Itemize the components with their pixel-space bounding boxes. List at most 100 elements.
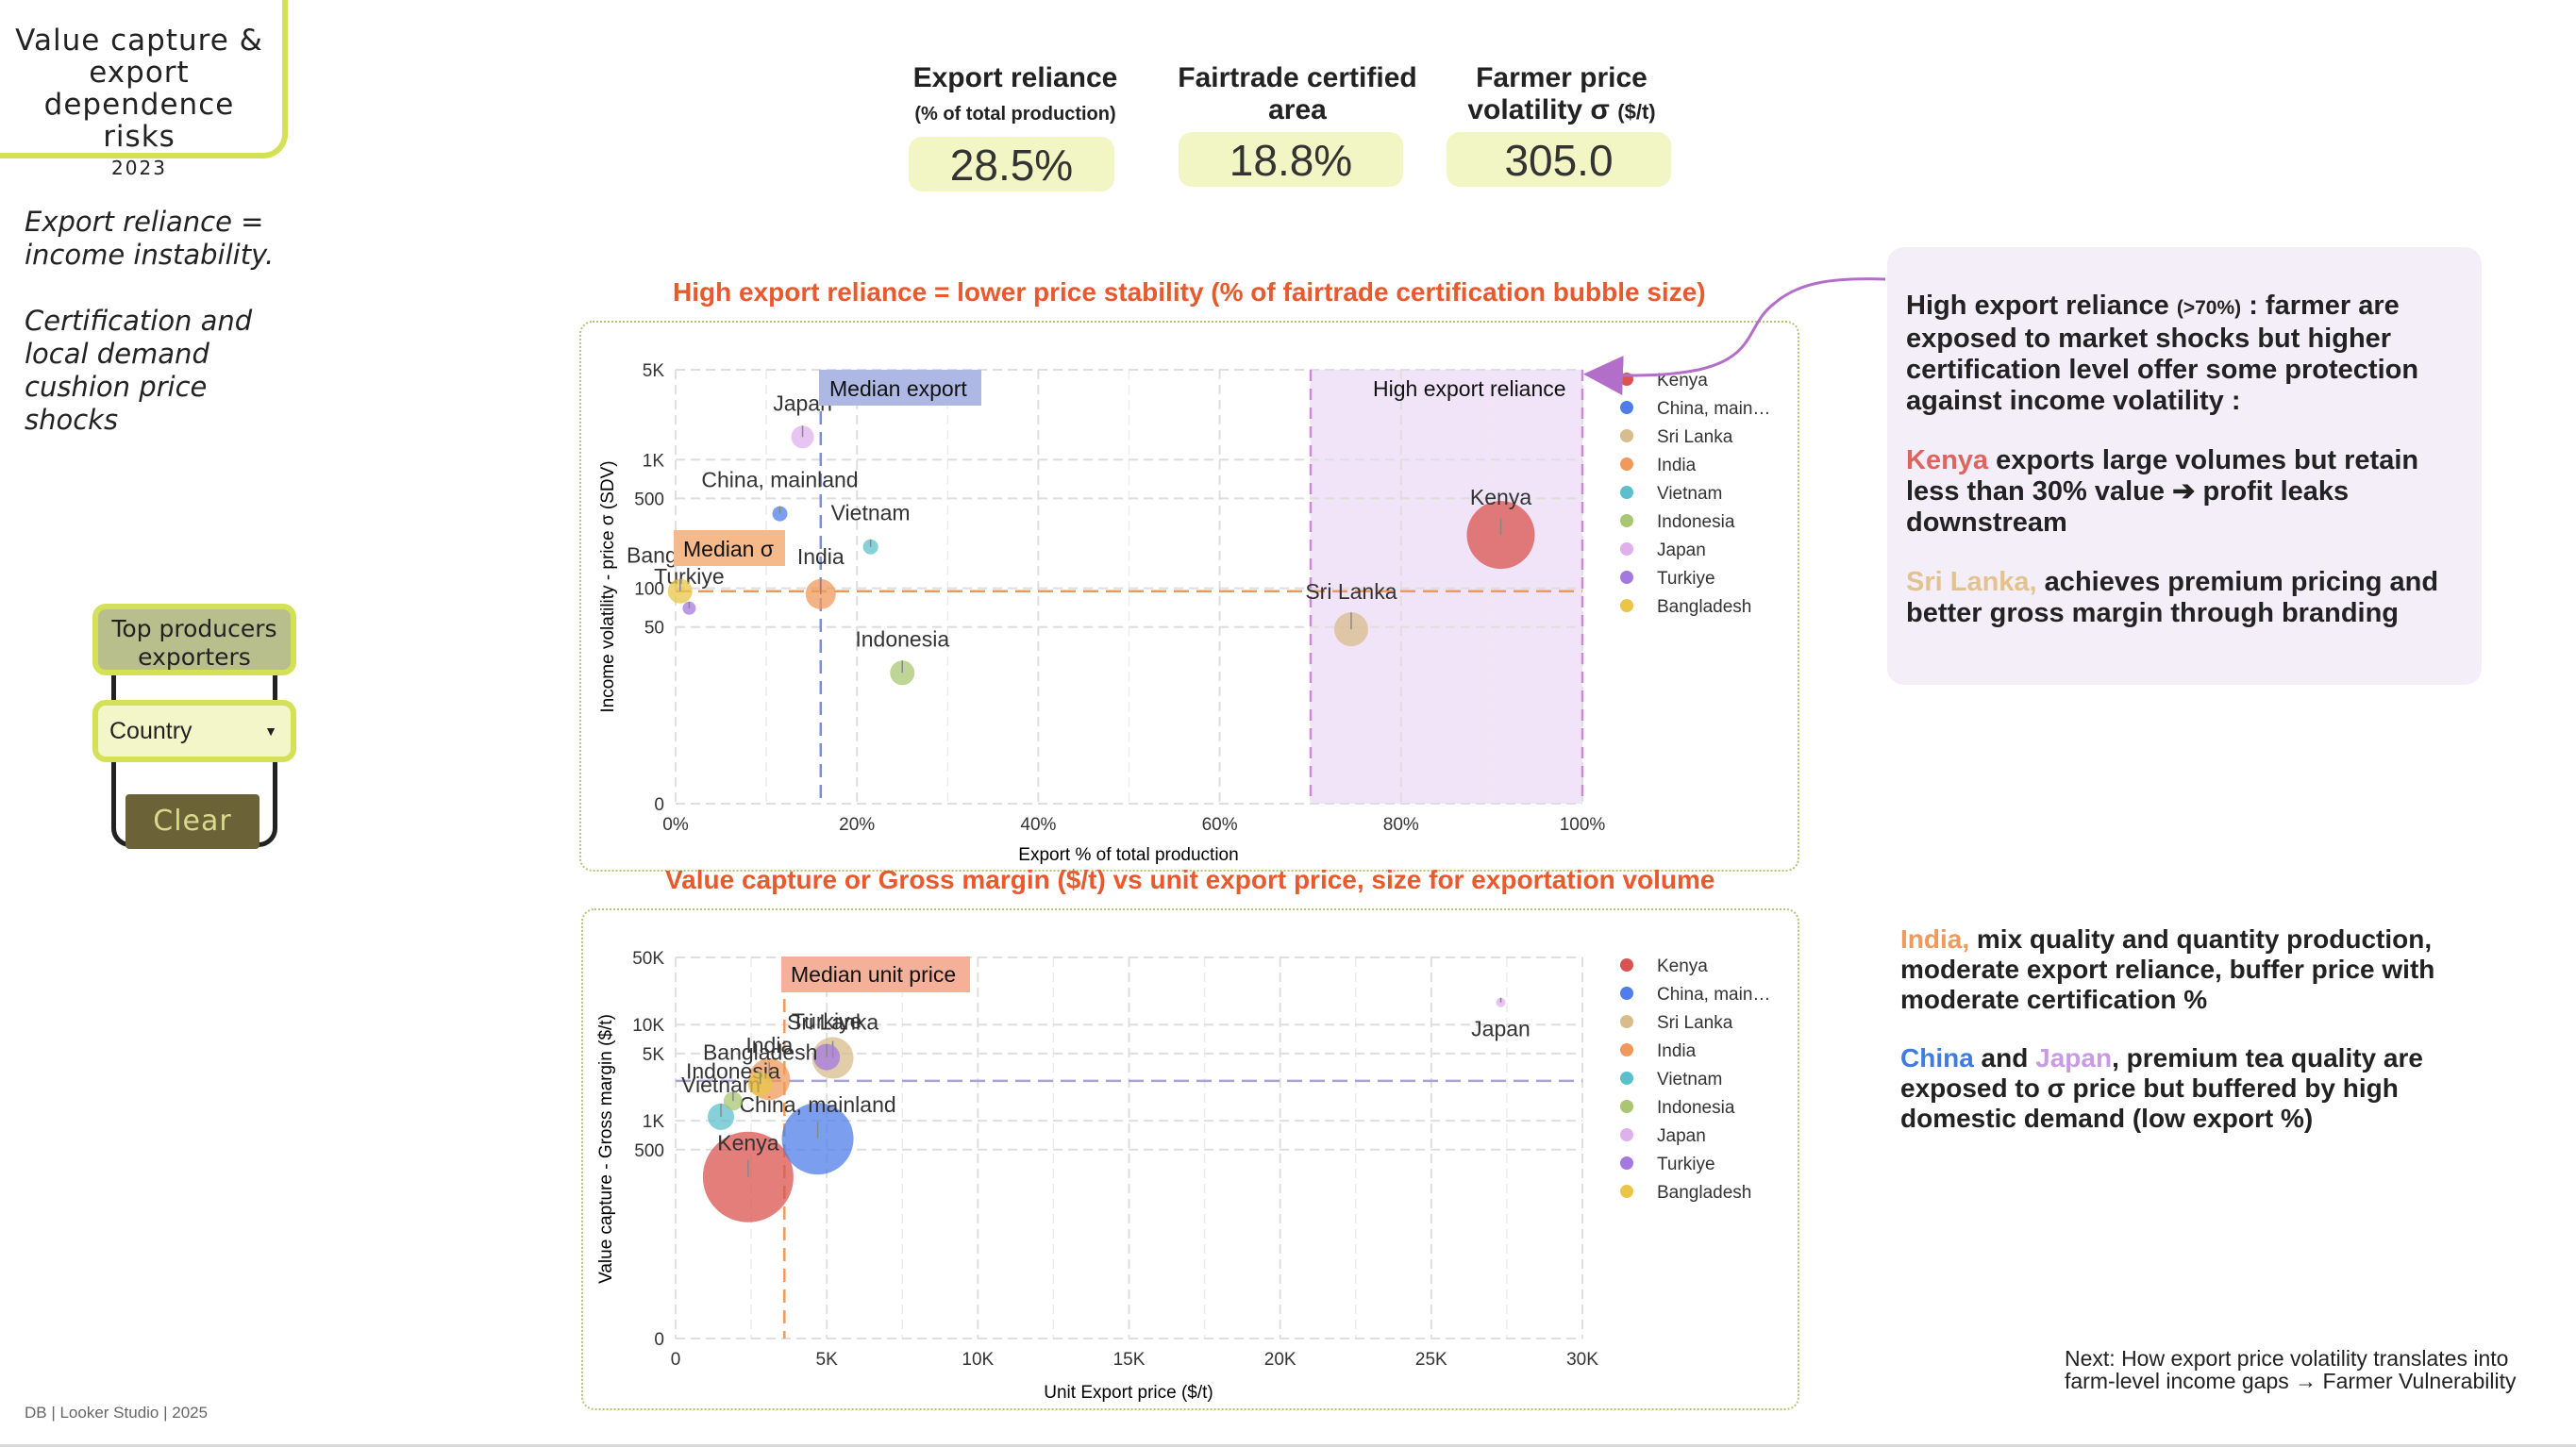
bottom-rule [0, 1444, 2576, 1447]
y-tick-label: 50K [632, 949, 664, 969]
annotation-arrow [1583, 277, 1886, 395]
legend-swatch-japan [1620, 1128, 1633, 1141]
legend-swatch-indonesia [1620, 1100, 1633, 1113]
bubble-label-bangladesh: Bangladesh [703, 1040, 818, 1064]
x-tick-label: 5K [816, 1350, 839, 1370]
insight-srilanka-name: Sri Lanka, [1906, 567, 2037, 597]
bubble-label-india: India [797, 544, 845, 569]
legend-swatch-bangladesh [1620, 599, 1633, 612]
legend-label-sri-lanka[interactable]: Sri Lanka [1657, 1013, 1733, 1033]
legend-label-turkiye[interactable]: Turkiye [1657, 1155, 1715, 1174]
kpi-fairtrade-label: Fairtrade certified area [1178, 62, 1417, 125]
insight-and: and [1973, 1043, 2036, 1073]
insight-india: India, mix quality and quantity producti… [1900, 924, 2514, 1015]
x-tick-label: 0% [662, 815, 689, 835]
kpi-fairtrade-value: 18.8% [1179, 132, 1403, 187]
y-tick-label: 50 [644, 619, 664, 639]
legend-label-indonesia[interactable]: Indonesia [1657, 512, 1735, 532]
footer-credit: DB | Looker Studio | 2025 [25, 1404, 209, 1422]
tagline-certification: Certification and local demand cushion p… [25, 305, 253, 436]
median-sigma-label-bg [674, 530, 785, 566]
chart1-legend: Kenya China, main… Sri Lanka India Vietnam In… [1620, 371, 1770, 617]
legend-label-japan[interactable]: Japan [1657, 541, 1706, 560]
kpi-volatility-title: Farmer price volatility σ [1467, 62, 1648, 125]
insight-japan-name: Japan [2035, 1043, 2113, 1073]
legend-label-vietnam[interactable]: Vietnam [1657, 1070, 1722, 1089]
legend-swatch-india [1620, 457, 1633, 471]
insight-srilanka: Sri Lanka, achieves premium pricing and … [1906, 567, 2463, 629]
legend-label-china-mainland[interactable]: China, main… [1657, 399, 1770, 419]
y-tick-label: 1K [643, 451, 665, 471]
bubble-label-turkiye: Turkiye [792, 1009, 862, 1034]
country-select-value: Country [109, 718, 192, 744]
legend-label-china-mainland[interactable]: China, main… [1657, 985, 1770, 1005]
chart1: 0% 20% 40% 60% 80% 100% 0 50 100 500 1K 5K Kenya Chi… [598, 361, 1770, 865]
next-line-2: farm-level income gaps → Farmer Vulnerab… [2065, 1369, 2517, 1393]
x-tick-label: 10K [962, 1350, 994, 1370]
insight-china-japan: China and Japan, premium tea quality are… [1900, 1043, 2514, 1134]
insight-box-high-export: High export reliance (>70%) : farmer are… [1887, 247, 2482, 685]
legend-label-kenya[interactable]: Kenya [1657, 956, 1708, 976]
insight-china-japan-text: , premium tea quality are exposed to σ p… [1900, 1043, 2423, 1133]
legend-swatch-indonesia [1620, 514, 1633, 527]
chart2-ylabel: Value capture - Gross margin ($/t) [596, 1014, 616, 1284]
chart1-xlabel: Export % of total production [1018, 845, 1238, 865]
legend-label-bangladesh[interactable]: Bangladesh [1657, 597, 1751, 617]
chart1-ylabel: Income volatility - price σ (SDV) [598, 460, 618, 712]
chart2-ticks: 0 5K 10K 15K 20K 25K 30K 0 500 1K 5K 10K 50K [632, 949, 1598, 1370]
chart1-ticks: 0% 20% 40% 60% 80% 100% 0 50 100 500 1K 5K [634, 361, 1605, 835]
legend-label-india[interactable]: India [1657, 456, 1697, 475]
legend-label-indonesia[interactable]: Indonesia [1657, 1098, 1735, 1118]
x-tick-label: 80% [1383, 815, 1419, 835]
x-tick-label: 60% [1202, 815, 1238, 835]
median-export-label-bg [819, 370, 981, 406]
legend-swatch-sri-lanka [1620, 1015, 1633, 1028]
insight-intro-strong: High export reliance [1906, 291, 2169, 321]
y-tick-label: 500 [634, 1141, 664, 1161]
y-tick-label: 5K [643, 361, 665, 381]
bubble-label-vietnam: Vietnam [831, 501, 911, 525]
chart2-title: Value capture or Gross margin ($/t) vs u… [665, 865, 1715, 894]
legend-label-turkiye[interactable]: Turkiye [1657, 569, 1715, 589]
y-tick-label: 1K [643, 1112, 665, 1132]
insight-srilanka-text: achieves premium pricing and better gros… [1906, 567, 2439, 628]
kpi-volatility-label: Farmer price volatility σ ($/t) [1444, 62, 1680, 128]
chart1-title: High export reliance = lower price stabi… [673, 277, 1706, 307]
top-producers-toggle[interactable]: Top producers exporters [92, 604, 296, 675]
next-page-link[interactable]: Next: How export price volatility transl… [2065, 1347, 2516, 1392]
median-unit-price-label-bg [781, 956, 970, 992]
clear-button[interactable]: Clear [125, 794, 259, 849]
insight-china-name: China [1900, 1043, 1974, 1073]
x-tick-label: 20K [1264, 1350, 1296, 1370]
dashboard-title-card: Value capture & export dependence risks … [0, 0, 288, 179]
insight-kenya-text: exports large volumes but retain less th… [1906, 445, 2419, 538]
insight-india-name: India, [1900, 924, 1970, 954]
legend-label-vietnam[interactable]: Vietnam [1657, 484, 1722, 504]
kpi-export-reliance-title: Export reliance [912, 62, 1118, 93]
legend-label-bangladesh[interactable]: Bangladesh [1657, 1183, 1751, 1203]
legend-label-sri-lanka[interactable]: Sri Lanka [1657, 427, 1733, 447]
legend-swatch-turkiye [1620, 1156, 1633, 1170]
bubble-label-indonesia: Indonesia [855, 626, 949, 651]
x-tick-label: 15K [1113, 1350, 1146, 1370]
dashboard-year: 2023 [111, 157, 167, 179]
legend-label-kenya[interactable]: Kenya [1657, 371, 1708, 391]
legend-swatch-japan [1620, 542, 1633, 556]
chart1-points: Kenya China, mainland Sri Lanka India Vietna… [627, 391, 1535, 686]
high-export-band [1311, 370, 1582, 804]
dashboard-title: Value capture & export dependence risks [15, 24, 263, 154]
country-select[interactable]: Country ▼ [92, 700, 296, 762]
legend-label-japan[interactable]: Japan [1657, 1126, 1706, 1146]
legend-swatch-turkiye [1620, 571, 1633, 584]
legend-swatch-china-mainland [1620, 401, 1633, 414]
legend-label-india[interactable]: India [1657, 1041, 1697, 1061]
y-tick-label: 0 [654, 1330, 664, 1350]
y-tick-label: 10K [632, 1016, 664, 1036]
bubble-label-china-mainland: China, mainland [701, 468, 858, 492]
x-tick-label: 25K [1415, 1350, 1447, 1370]
x-tick-label: 0 [671, 1350, 681, 1370]
x-tick-label: 100% [1560, 815, 1606, 835]
